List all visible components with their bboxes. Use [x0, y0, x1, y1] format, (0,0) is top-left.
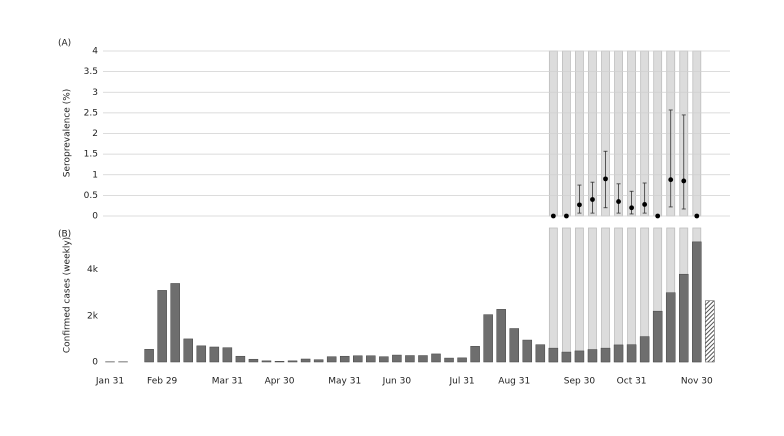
bar: [314, 360, 323, 362]
y-tick-label: 0: [92, 212, 98, 222]
point: [642, 202, 647, 207]
bar: [210, 347, 219, 362]
panel-label: (A): [58, 39, 71, 49]
bar: [223, 348, 232, 362]
point: [577, 202, 582, 207]
y-tick-label: 1.5: [84, 150, 98, 160]
survey-window: [628, 228, 636, 362]
bar: [158, 290, 167, 362]
point: [603, 176, 608, 181]
bar: [301, 359, 310, 362]
bar: [510, 329, 519, 363]
bar: [405, 356, 414, 362]
bar: [627, 345, 636, 362]
y-tick-label: 1: [92, 170, 98, 180]
y-tick-label: 3.5: [84, 67, 98, 77]
x-tick-label: May 31: [328, 377, 361, 387]
x-tick-label: Feb 29: [147, 377, 178, 387]
bar: [418, 356, 427, 362]
bar: [275, 361, 284, 362]
bar: [666, 293, 675, 362]
bar: [366, 356, 375, 362]
point: [681, 179, 686, 184]
x-tick-label: Oct 31: [617, 377, 647, 387]
point: [694, 214, 699, 219]
x-tick-label: Jul 31: [448, 377, 474, 387]
x-tick-label: Sep 30: [564, 377, 596, 387]
bar: [614, 345, 623, 362]
bar: [653, 311, 662, 362]
point: [616, 199, 621, 204]
y-tick-label: 3: [92, 88, 98, 98]
x-tick-label: Mar 31: [212, 377, 243, 387]
bar: [705, 301, 714, 362]
bar: [549, 348, 558, 362]
bar: [484, 315, 493, 362]
bar: [327, 357, 336, 362]
bar: [249, 359, 258, 362]
bar: [575, 351, 584, 362]
survey-window: [549, 228, 557, 362]
point: [590, 197, 595, 202]
survey-window: [615, 228, 623, 362]
bar: [340, 356, 349, 362]
bar: [536, 345, 545, 362]
bar: [184, 339, 193, 362]
y-tick-label: 0: [92, 358, 98, 368]
bar: [288, 361, 297, 362]
survey-window: [575, 228, 583, 362]
y-tick-label: 2: [92, 129, 98, 139]
y-axis-label: Seroprevalence (%): [63, 89, 73, 178]
bar: [262, 361, 271, 362]
bar: [353, 356, 362, 362]
x-tick-label: Apr 30: [265, 377, 295, 387]
bar: [432, 354, 441, 362]
x-tick-label: Nov 30: [681, 377, 713, 387]
bar: [445, 358, 454, 362]
bar: [692, 242, 701, 362]
point: [629, 205, 634, 210]
point: [655, 214, 660, 219]
bar: [679, 274, 688, 362]
bar: [601, 348, 610, 362]
bar: [379, 357, 388, 362]
bar: [145, 349, 154, 362]
y-tick-label: 2k: [87, 311, 99, 321]
bar: [640, 337, 649, 362]
x-tick-label: Jan 31: [95, 377, 124, 387]
survey-window: [602, 228, 610, 362]
bar: [197, 346, 206, 362]
y-tick-label: 0.5: [84, 191, 98, 201]
x-tick-label: Jun 30: [382, 377, 412, 387]
point: [668, 177, 673, 182]
y-tick-label: 4k: [87, 265, 99, 275]
bar: [392, 355, 401, 362]
point: [564, 214, 569, 219]
survey-window: [562, 228, 570, 362]
y-tick-label: 2.5: [84, 108, 98, 118]
bar: [458, 358, 467, 362]
survey-window: [588, 228, 596, 362]
y-tick-label: 4: [92, 47, 98, 57]
y-axis-label: Confirmed cases (weekly): [63, 237, 73, 353]
bar: [523, 340, 532, 362]
bar: [588, 350, 597, 362]
x-tick-label: Aug 31: [498, 377, 530, 387]
point: [551, 214, 556, 219]
bar: [236, 356, 245, 362]
bar: [562, 352, 571, 362]
bar: [497, 309, 506, 362]
bar: [171, 283, 180, 362]
bar: [471, 346, 480, 362]
